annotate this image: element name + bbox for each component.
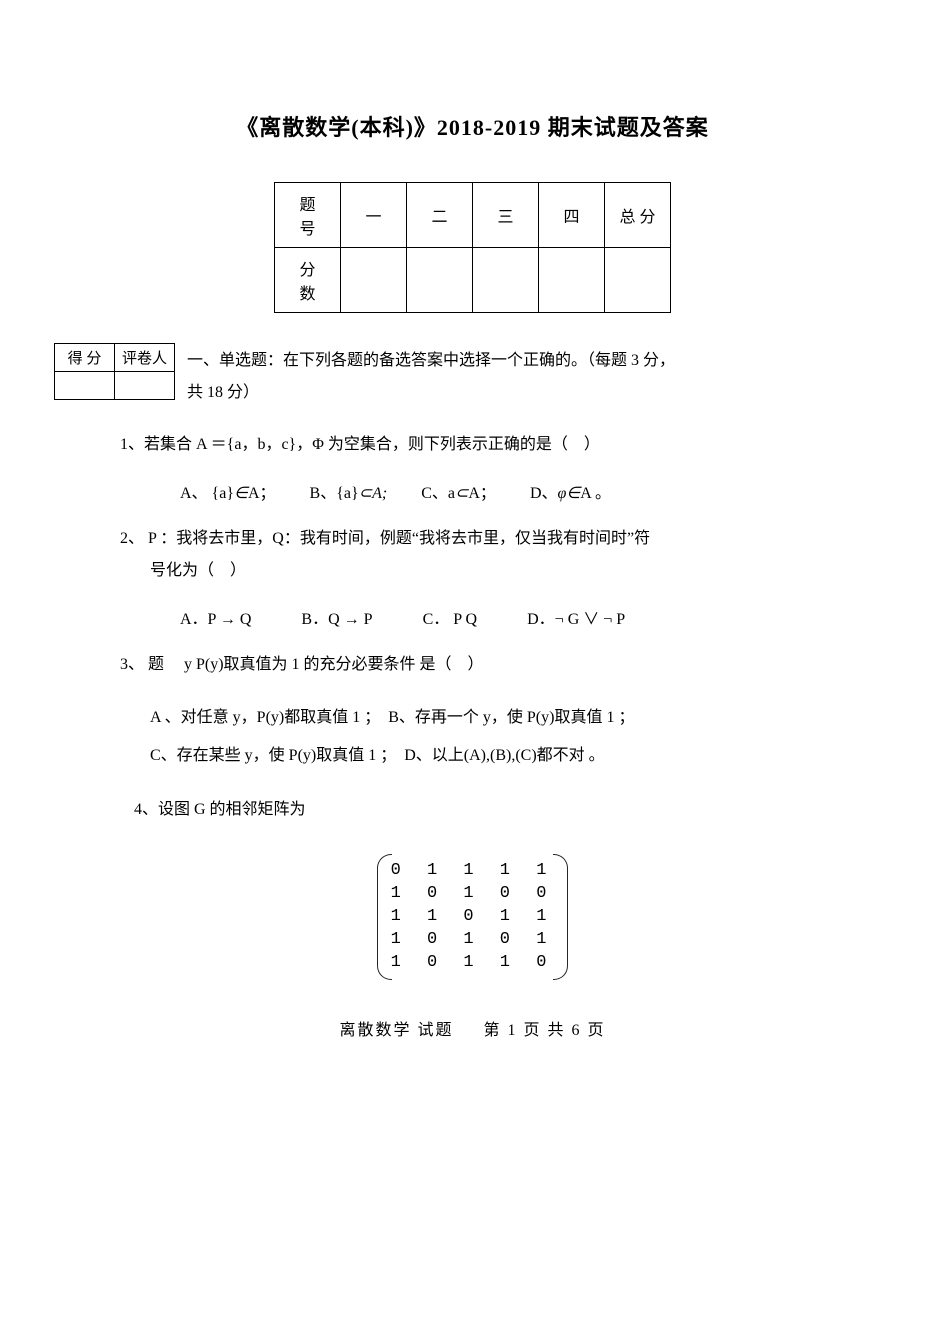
col-cell: 一 bbox=[341, 183, 407, 248]
col-cell: 总 分 bbox=[605, 183, 671, 248]
empty-cell bbox=[407, 248, 473, 313]
opt-text: A; bbox=[372, 485, 387, 502]
matrix-row: 0 1 1 1 1 bbox=[391, 860, 555, 883]
section-intro: 一、单选题：在下列各题的备选答案中选择一个正确的。（每题 3 分， 共 18 分… bbox=[187, 343, 675, 409]
score-table: 题 号 一 二 三 四 总 分 分 数 bbox=[274, 182, 671, 313]
option-row: C、存在某些 y，使 P(y)取真值 1 ； D、以上(A),(B),(C)都不… bbox=[150, 737, 825, 775]
opt-text: B、{a} bbox=[310, 485, 359, 502]
grader-table: 得 分 评卷人 bbox=[54, 343, 175, 400]
col-cell: 二 bbox=[407, 183, 473, 248]
opt-text: A； bbox=[468, 485, 496, 502]
footer-left: 离散数学 试题 bbox=[339, 1022, 453, 1039]
matrix-row: 1 0 1 1 0 bbox=[391, 952, 555, 975]
question-2-options: A．P → Q B．Q → P C． P Q D．¬ G ∨ ¬ P bbox=[120, 605, 825, 629]
grader-block: 得 分 评卷人 一、单选题：在下列各题的备选答案中选择一个正确的。（每题 3 分… bbox=[54, 343, 825, 409]
header-cell: 题 号 bbox=[275, 183, 341, 248]
opt-text: A； bbox=[248, 485, 276, 502]
q2-line2: 号化为（ ） bbox=[120, 555, 825, 587]
question-3-options: A 、对任意 y，P(y)都取真值 1 ； B、存再一个 y，使 P(y)取真值… bbox=[120, 699, 825, 776]
table-row bbox=[55, 372, 175, 400]
option-c: C． P Q bbox=[423, 605, 478, 629]
matrix-row: 1 0 1 0 1 bbox=[391, 929, 555, 952]
math-sym: ⊂ bbox=[359, 485, 372, 502]
question-3: 3、 题 y P(y)取真值为 1 的充分必要条件 是（ ） bbox=[120, 649, 825, 681]
math-sym: ∈ bbox=[234, 485, 248, 502]
question-2: 2、 P ：我将去市里，Q：我有时间，例题“我将去市里，仅当我有时间时”符 号化… bbox=[120, 523, 825, 587]
intro-line: 一、单选题：在下列各题的备选答案中选择一个正确的。（每题 3 分， bbox=[187, 345, 675, 377]
empty-cell bbox=[473, 248, 539, 313]
empty-cell bbox=[539, 248, 605, 313]
matrix-body: 0 1 1 1 1 1 0 1 0 0 1 1 0 1 1 1 0 1 0 1 … bbox=[377, 854, 569, 981]
question-1-options: A、 {a}∈A； B、{a}⊂A; C、a⊂A； D、φ∈A 。 bbox=[120, 479, 825, 503]
empty-cell bbox=[341, 248, 407, 313]
empty-cell bbox=[55, 372, 115, 400]
option-row: A 、对任意 y，P(y)都取真值 1 ； B、存再一个 y，使 P(y)取真值… bbox=[150, 699, 825, 737]
grader-score-label: 得 分 bbox=[55, 344, 115, 372]
option-a: A．P → Q bbox=[180, 605, 251, 629]
option-d: D、φ∈A 。 bbox=[530, 479, 611, 503]
option-b: B、{a}⊂A; bbox=[310, 479, 388, 503]
row-label-cell: 分 数 bbox=[275, 248, 341, 313]
page-footer: 离散数学 试题 第 1 页 共 6 页 bbox=[120, 1016, 825, 1040]
math-sym: ⊂ bbox=[455, 485, 468, 502]
table-row: 得 分 评卷人 bbox=[55, 344, 175, 372]
grader-name-label: 评卷人 bbox=[115, 344, 175, 372]
intro-line: 共 18 分） bbox=[187, 377, 675, 409]
question-1: 1、若集合 A ＝{a，b，c}，Φ 为空集合，则下列表示正确的是（ ） bbox=[120, 429, 825, 461]
opt-text: C、a bbox=[421, 485, 455, 502]
math-sym: ∈ bbox=[566, 485, 580, 502]
col-cell: 三 bbox=[473, 183, 539, 248]
question-4: 4、设图 G 的相邻矩阵为 bbox=[120, 794, 825, 826]
matrix-row: 1 1 0 1 1 bbox=[391, 906, 555, 929]
page-title: 《离散数学(本科)》2018-2019 期末试题及答案 bbox=[120, 110, 825, 142]
q2-line1: 2、 P ：我将去市里，Q：我有时间，例题“我将去市里，仅当我有时间时”符 bbox=[120, 523, 825, 555]
footer-right: 第 1 页 共 6 页 bbox=[484, 1022, 606, 1039]
empty-cell bbox=[605, 248, 671, 313]
empty-cell bbox=[115, 372, 175, 400]
adjacency-matrix: 0 1 1 1 1 1 0 1 0 0 1 1 0 1 1 1 0 1 0 1 … bbox=[120, 854, 825, 981]
option-b: B．Q → P bbox=[301, 605, 372, 629]
option-d: D．¬ G ∨ ¬ P bbox=[527, 605, 625, 629]
opt-text: D、 bbox=[530, 485, 558, 502]
matrix-row: 1 0 1 0 0 bbox=[391, 883, 555, 906]
opt-text: A、 {a} bbox=[180, 485, 234, 502]
table-row: 分 数 bbox=[275, 248, 671, 313]
opt-text: A 。 bbox=[580, 485, 611, 502]
option-c: C、a⊂A； bbox=[421, 479, 496, 503]
table-row: 题 号 一 二 三 四 总 分 bbox=[275, 183, 671, 248]
option-a: A、 {a}∈A； bbox=[180, 479, 276, 503]
col-cell: 四 bbox=[539, 183, 605, 248]
